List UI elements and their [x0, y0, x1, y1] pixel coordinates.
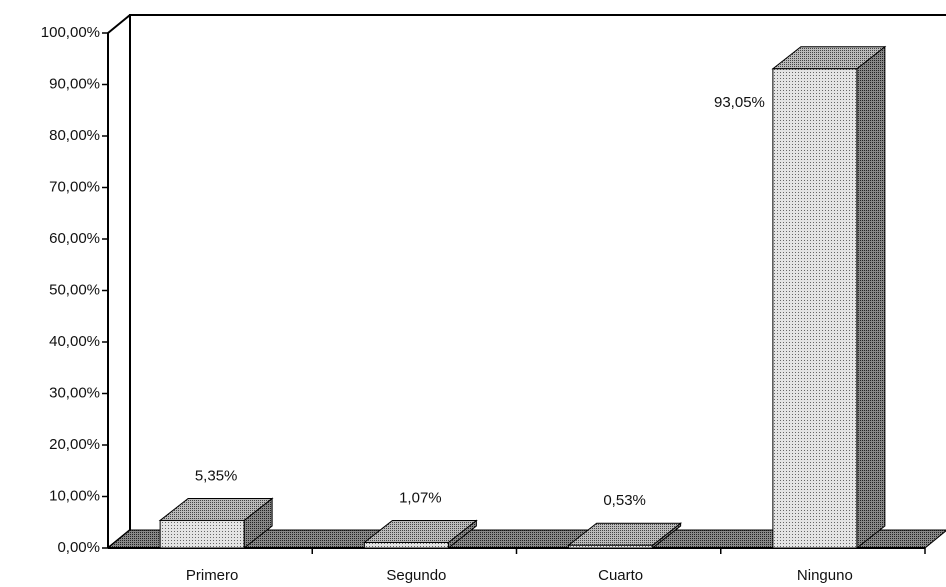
- x-tick-label: Cuarto: [598, 567, 643, 584]
- y-tick-label: 60,00%: [49, 230, 100, 247]
- x-tick-label: Primero: [186, 567, 239, 584]
- bar: [771, 45, 887, 550]
- data-label: 1,07%: [399, 489, 442, 506]
- bar: [158, 497, 274, 550]
- bar-front: [772, 68, 858, 549]
- y-tick-label: 30,00%: [49, 384, 100, 401]
- x-tick-label: Ninguno: [797, 567, 853, 584]
- data-label: 5,35%: [195, 467, 238, 484]
- y-tick-label: 70,00%: [49, 178, 100, 195]
- bar-front: [159, 519, 245, 549]
- bar-side: [856, 45, 886, 550]
- y-tick-label: 0,00%: [57, 539, 100, 556]
- y-tick-label: 100,00%: [41, 24, 100, 41]
- bar-front: [363, 541, 449, 549]
- bar-front: [568, 544, 654, 549]
- y-tick-label: 80,00%: [49, 127, 100, 144]
- y-tick-label: 10,00%: [49, 487, 100, 504]
- data-label: 93,05%: [714, 94, 765, 111]
- bar: [362, 519, 478, 550]
- data-label: 0,53%: [603, 492, 646, 509]
- y-axis-top: [107, 14, 131, 34]
- y-tick-label: 20,00%: [49, 436, 100, 453]
- y-tick-label: 50,00%: [49, 281, 100, 298]
- y-tick-label: 40,00%: [49, 333, 100, 350]
- y-tick-label: 90,00%: [49, 75, 100, 92]
- x-tick-label: Segundo: [386, 567, 446, 584]
- bar: [567, 522, 683, 550]
